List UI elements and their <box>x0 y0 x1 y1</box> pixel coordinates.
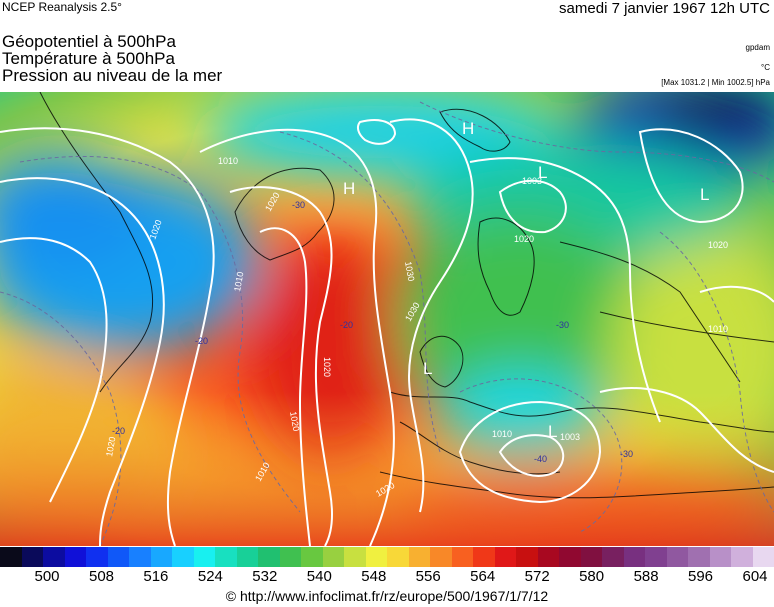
scale-tick-label: 516 <box>143 568 169 585</box>
credit-link[interactable]: © http://www.infoclimat.fr/rz/europe/500… <box>225 588 549 604</box>
scale-swatch <box>387 547 409 567</box>
scale-swatch <box>129 547 151 567</box>
high-symbol: H <box>462 119 474 138</box>
scale-swatch <box>666 547 689 567</box>
scale-swatch <box>473 547 495 567</box>
temperature-labels: -20 -30 -20 -30 -40 -30 -20 <box>112 200 633 464</box>
scale-swatch <box>516 547 538 567</box>
isobar-label: 1010 <box>218 156 238 166</box>
scale-swatch <box>430 547 452 567</box>
isobars <box>0 118 774 546</box>
scale-tick-label: 572 <box>524 568 550 585</box>
scale-tick-label: 588 <box>633 568 659 585</box>
temperature-label: -40 <box>534 454 547 464</box>
title-pressure: Pression au niveau de la mer <box>2 66 223 85</box>
scale-swatch <box>731 547 753 567</box>
scale-tick-label: 604 <box>742 568 768 585</box>
isobar-label: 1020 <box>288 411 301 432</box>
scale-swatch <box>623 547 646 567</box>
scale-tick-label: 532 <box>252 568 278 585</box>
scale-tick-label: 548 <box>361 568 387 585</box>
scale-swatch <box>64 547 87 567</box>
scale-swatch <box>537 547 560 567</box>
scale-swatch <box>107 547 130 567</box>
source-label: NCEP Reanalysis 2.5° <box>2 0 122 14</box>
pressure-symbols: H H L L L L <box>343 119 709 441</box>
scale-swatch <box>365 547 388 567</box>
scale-tick-label: 580 <box>579 568 605 585</box>
scale-swatch <box>215 547 237 567</box>
scale-swatch <box>688 547 710 567</box>
high-symbol: H <box>343 179 355 198</box>
scale-swatch <box>451 547 474 567</box>
isobar-label: 1030 <box>403 261 416 282</box>
pressure-range: [Max 1031.2 | Min 1002.5] hPa <box>661 78 770 87</box>
low-symbol: L <box>700 185 709 204</box>
coastlines <box>39 92 774 499</box>
temperature-label: -30 <box>556 320 569 330</box>
scale-tick-label: 508 <box>88 568 115 585</box>
weather-map: H H L L L L 1010 1020 1020 1010 1020 103… <box>0 92 774 546</box>
scale-tick-label: 596 <box>687 568 714 585</box>
scale-swatch <box>21 547 44 567</box>
scale-swatch <box>752 547 774 567</box>
color-scale <box>0 547 774 567</box>
scale-tick-label: 564 <box>470 568 496 585</box>
title-temperature: Température à 500hPa <box>2 49 175 68</box>
isobar-label: 1010 <box>492 429 512 439</box>
scale-swatch <box>645 547 667 567</box>
isobar-label: 1003 <box>560 432 580 442</box>
scale-swatch <box>301 547 323 567</box>
unit-geopotential: gpdam <box>745 43 770 52</box>
temperature-label: -30 <box>620 449 633 459</box>
scale-swatch <box>172 547 194 567</box>
date-label: samedi 7 janvier 1967 12h UTC <box>559 0 770 17</box>
isobar-label: 1010 <box>232 271 245 292</box>
unit-temperature: °C <box>761 63 770 72</box>
isobar-label: 1010 <box>708 324 728 334</box>
scale-swatch <box>193 547 216 567</box>
low-symbol: L <box>538 163 547 182</box>
temperature-isolines <box>0 101 774 546</box>
isobar-label: 1020 <box>104 436 117 457</box>
scale-swatch <box>602 547 624 567</box>
scale-swatch <box>258 547 280 567</box>
scale-tick-label: 556 <box>415 568 441 585</box>
scale-swatch <box>344 547 366 567</box>
scale-swatch <box>0 547 22 567</box>
temperature-label: -20 <box>340 320 353 330</box>
scale-swatch <box>236 547 259 567</box>
scale-swatch <box>279 547 302 567</box>
temperature-label: -30 <box>292 200 305 210</box>
isobar-label: 1020 <box>708 240 728 250</box>
scale-swatch <box>408 547 431 567</box>
scale-swatch <box>494 547 517 567</box>
scale-swatch <box>322 547 345 567</box>
low-symbol: L <box>423 359 432 378</box>
scale-swatch <box>43 547 65 567</box>
scale-tick-label: 524 <box>197 568 223 585</box>
scale-tick-label: 540 <box>306 568 332 585</box>
isobar-label: 1003 <box>522 176 542 186</box>
scale-swatch <box>86 547 108 567</box>
temperature-label: -20 <box>112 426 125 436</box>
scale-tick-label: 500 <box>34 568 60 585</box>
temperature-label: -20 <box>195 336 208 346</box>
scale-swatch <box>709 547 732 567</box>
scale-swatch <box>559 547 581 567</box>
scale-swatch <box>580 547 603 567</box>
low-symbol: L <box>548 422 557 441</box>
isobar-label: 1020 <box>514 234 534 244</box>
scale-swatch <box>150 547 173 567</box>
isobar-label: 1020 <box>322 357 332 377</box>
title-geopotential: Géopotentiel à 500hPa <box>2 32 176 51</box>
